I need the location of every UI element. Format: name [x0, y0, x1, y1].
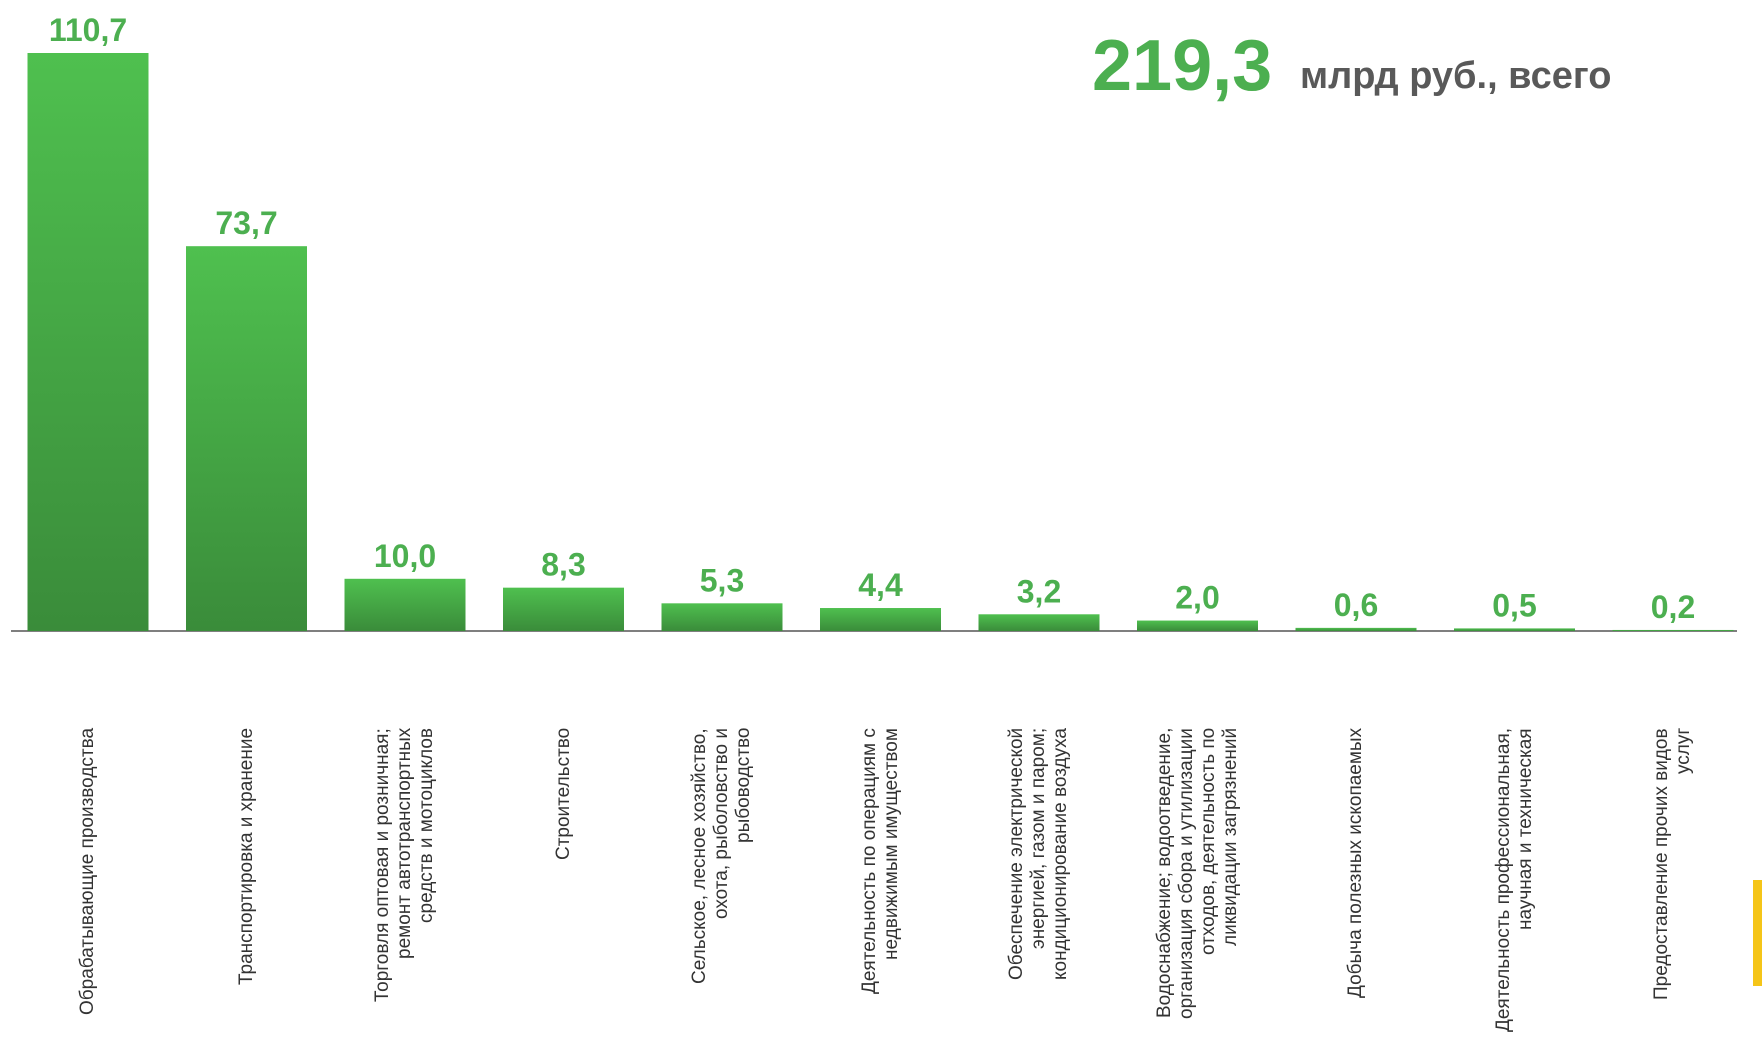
category-label-box: Деятельность по операциям с недвижимым и…	[801, 728, 960, 1033]
category-label: Водоснабжение; водоотведение, организаци…	[1153, 728, 1241, 1019]
value-label: 5,3	[700, 562, 744, 598]
bar	[1612, 629, 1734, 631]
value-label: 73,7	[215, 205, 277, 241]
category-label-box: Транспортировка и хранение	[167, 728, 326, 1033]
category-label: Обрабатывающие производства	[77, 728, 98, 1016]
category-label: Транспортировка и хранение	[235, 728, 257, 986]
value-label: 3,2	[1017, 573, 1061, 609]
bar	[978, 614, 1100, 631]
category-label-box: Деятельность профессиональная, научная и…	[1435, 728, 1594, 1033]
value-label: 0,2	[1651, 589, 1695, 625]
bar	[1454, 628, 1575, 631]
value-label: 10,0	[374, 538, 436, 574]
bar	[503, 587, 624, 631]
category-label: Строительство	[552, 728, 574, 861]
total-value: 219,3	[1092, 26, 1272, 106]
category-label-box: Добыча полезных ископаемых	[1277, 728, 1436, 1033]
bar	[1295, 627, 1417, 631]
category-label: Сельское, лесное хозяйство, охота, рыбол…	[689, 728, 754, 984]
category-label: Деятельность профессиональная, научная и…	[1492, 728, 1536, 1033]
category-label-box: Водоснабжение; водоотведение, организаци…	[1118, 728, 1277, 1033]
value-label: 110,7	[49, 12, 127, 48]
category-label-box: Предоставление прочих видов услуг	[1594, 728, 1753, 1033]
value-label: 0,6	[1334, 587, 1378, 623]
bar	[27, 53, 149, 631]
category-label: Деятельность по операциям с недвижимым и…	[858, 728, 902, 994]
accent	[1753, 880, 1762, 986]
bar	[344, 578, 466, 631]
category-label: Добыча полезных ископаемых	[1345, 728, 1366, 999]
category-label-box: Обеспечение электрической энергией, газо…	[960, 728, 1119, 1033]
value-label: 8,3	[541, 547, 585, 583]
category-label: Обеспечение электрической энергией, газо…	[1006, 728, 1071, 981]
bar	[661, 603, 783, 631]
value-label: 4,4	[858, 567, 903, 603]
value-label: 0,5	[1492, 587, 1536, 623]
category-label: Предоставление прочих видов услуг	[1651, 728, 1694, 1000]
category-label-box: Торговля оптовая и розничная; ремонт авт…	[326, 728, 485, 1033]
category-label-box: Обрабатывающие производства	[9, 728, 168, 1033]
category-label-box: Строительство	[484, 728, 643, 1033]
value-label: 2,0	[1175, 580, 1219, 616]
total-unit: млрд руб., всего	[1300, 55, 1611, 97]
bar	[186, 246, 307, 632]
category-label: Торговля оптовая и розничная; ремонт авт…	[372, 728, 437, 1002]
category-label-box: Сельское, лесное хозяйство, охота, рыбол…	[643, 728, 802, 1033]
bar	[820, 608, 941, 631]
bar	[1137, 620, 1258, 631]
